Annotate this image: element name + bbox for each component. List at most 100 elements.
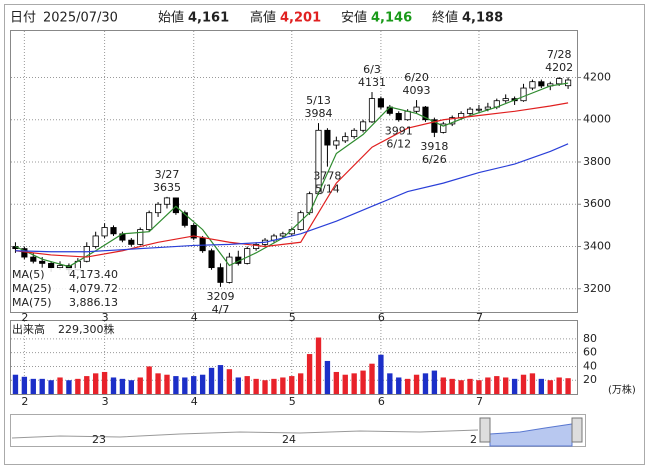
volume-tick-label: 40 [583, 359, 597, 372]
annotation-date: 5/14 [315, 183, 340, 196]
ma-line [15, 102, 569, 258]
y-tick-label: 4200 [583, 70, 611, 83]
volume-bar [404, 378, 411, 394]
annotation-value: 4131 [358, 76, 386, 89]
volume-bar [280, 377, 286, 394]
volume-bar [387, 373, 393, 394]
navigator-label: 24 [282, 433, 296, 446]
volume-bar [494, 376, 500, 394]
candle-body [342, 136, 349, 142]
candle-body [368, 98, 376, 123]
volume-bar [449, 378, 455, 394]
legend-value: 4,173.40 [69, 268, 118, 281]
candle-body [333, 140, 340, 146]
candle-body [404, 110, 411, 121]
volume-bar [458, 380, 464, 394]
annotation-value: 3209 [206, 290, 234, 303]
candle-body [360, 121, 367, 131]
x-tick-label: 3 [102, 311, 109, 324]
candle-body [39, 260, 46, 264]
volume-bar [271, 378, 277, 394]
legend-box [11, 268, 119, 311]
candle-body [208, 250, 215, 269]
volume-bar [529, 373, 536, 394]
volume-bar [351, 373, 357, 394]
annotation-date: 6/20 [404, 71, 429, 84]
volume-bar [396, 377, 402, 394]
volume-bar [369, 363, 375, 394]
annotation-date: 6/12 [386, 138, 411, 151]
volume-label: 出来高 [12, 322, 45, 336]
legend-name: MA(25) [12, 282, 52, 295]
volume-bar [547, 380, 553, 394]
candle-body [324, 129, 331, 146]
candle-body [190, 224, 197, 239]
volume-bar [208, 367, 215, 394]
candle-body [163, 197, 171, 205]
candle-body [449, 117, 456, 125]
volume-bar [110, 377, 117, 394]
annotation-value: 3991 [385, 125, 413, 138]
annotation-value: 3778 [313, 170, 341, 183]
volume-bar [360, 370, 366, 394]
candle-body [502, 98, 509, 102]
low-label: 安値 [341, 10, 367, 26]
navigator-label: 2 [470, 433, 477, 446]
candle-body [128, 239, 135, 245]
ma-line [15, 143, 569, 253]
y-tick-label: 3800 [583, 155, 611, 168]
candle-body [538, 81, 545, 87]
annotation-date: 7/28 [547, 48, 572, 61]
volume-bar [217, 365, 224, 394]
y-tick-label: 3200 [583, 282, 611, 295]
navigator-label: 23 [92, 433, 106, 446]
candle-body [431, 119, 438, 133]
volume-bar [226, 369, 233, 394]
volume-bar [39, 378, 45, 394]
volume-bar [191, 376, 197, 394]
high: 4,201 [280, 11, 321, 26]
candle-body [172, 197, 179, 214]
x-tick-label: 3 [102, 395, 109, 408]
annotation-value: 4202 [545, 61, 573, 74]
volume-bar [12, 374, 19, 394]
volume-bar [30, 378, 36, 394]
close-label: 終値 [432, 10, 458, 26]
volume-bar [66, 380, 72, 394]
close: 4,188 [462, 11, 503, 26]
legend-name: MA(75) [12, 296, 52, 309]
volume-bar [244, 376, 250, 394]
candle-body [101, 227, 108, 237]
navigator-handle-right[interactable] [571, 417, 583, 443]
volume-bar [48, 380, 54, 394]
volume-bar [467, 378, 473, 394]
candle-body [475, 108, 483, 111]
volume-bar [253, 378, 259, 394]
annotation-date: 6/26 [422, 153, 447, 166]
annotation-value: 3635 [153, 181, 181, 194]
x-tick-label: 5 [289, 311, 296, 324]
candle-body [226, 256, 233, 283]
legend-name: MA(5) [12, 268, 45, 281]
annotation-date: 6/3 [363, 63, 381, 76]
volume-bar [119, 378, 126, 394]
candle-body [484, 106, 491, 110]
volume-current: 229,300株 [58, 322, 115, 336]
volume-bar [298, 373, 304, 394]
candle-body [137, 229, 144, 245]
navigator-handle-left[interactable] [479, 417, 491, 443]
volume-bar [520, 374, 527, 394]
main-pane [10, 30, 578, 313]
legend-value: 3,886.13 [69, 296, 118, 309]
candle-body [466, 108, 474, 114]
annotation-date: 3/27 [155, 168, 180, 181]
date-label: 日付 [10, 11, 36, 26]
candle-body [181, 212, 188, 226]
candle-body [92, 235, 99, 247]
date: 2025/07/30 [43, 11, 118, 26]
annotation-value: 3918 [420, 140, 448, 153]
x-tick-label: 4 [191, 395, 198, 408]
candle-body [30, 256, 37, 262]
open: 4,161 [188, 11, 229, 26]
volume-bar [503, 377, 509, 394]
